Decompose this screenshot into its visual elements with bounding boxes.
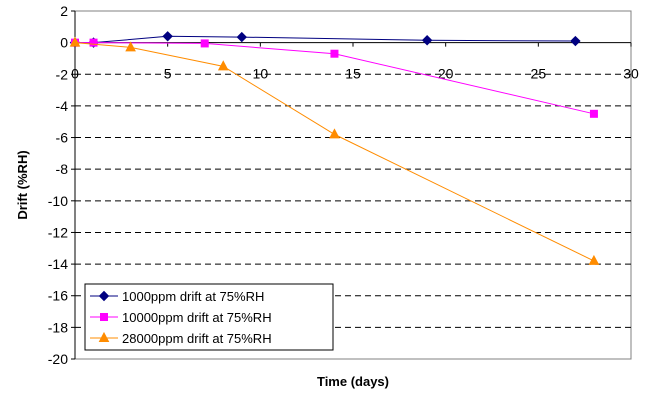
x-axis-title: Time (days) [317,374,389,389]
x-tick-label: 15 [345,66,361,82]
series-2-point [89,38,98,47]
series-3-point [217,60,229,71]
series-3-point [329,128,340,139]
y-tick-label: -12 [48,224,68,240]
y-tick-label: -20 [48,351,68,367]
series-1-point [236,31,248,43]
y-tick-label: -16 [48,288,68,304]
y-tick-label: -18 [48,319,68,335]
x-tick-label: 30 [623,66,639,82]
series-2-point [200,39,209,48]
legend-marker-3 [98,331,110,342]
x-axis-ticks: 051015202530 [71,42,639,82]
legend-label-2: 10000ppm drift at 75%RH [122,310,272,325]
x-tick-label: 10 [253,66,269,82]
y-tick-label: -10 [48,193,68,209]
series-3-point [69,36,81,47]
x-tick-label: 20 [438,66,454,82]
series-1-point [570,35,581,47]
series-3-point [125,41,136,52]
y-axis-ticks: 2 0 -2 -4 -6 -8 -10 -12 -14 -16 -18 -20 [48,3,75,367]
y-axis-title: Drift (%RH) [15,150,30,219]
series-2-point [330,49,339,58]
y-tick-label: -14 [48,256,68,272]
legend-label-1: 1000ppm drift at 75%RH [122,289,264,304]
series-1-point [162,31,173,42]
series-group [69,31,600,265]
y-tick-label: -6 [56,130,69,146]
x-tick-label: 25 [531,66,547,82]
series-2-point [589,109,598,118]
y-tick-label: -4 [56,98,69,114]
y-tick-label: 0 [60,35,68,51]
legend-label-3: 28000ppm drift at 75%RH [122,331,272,346]
y-tick-label: 2 [60,3,68,19]
series-3-point [588,254,600,265]
legend-box [84,283,334,351]
legend-marker-1 [98,290,110,302]
x-tick-label: 5 [164,66,172,82]
legend: 1000ppm drift at 75%RH 10000ppm drift at … [84,283,334,351]
series-1-point [421,35,433,46]
legend-marker-2 [100,313,108,321]
y-tick-label: -2 [56,66,69,82]
y-tick-label: -8 [56,161,69,177]
